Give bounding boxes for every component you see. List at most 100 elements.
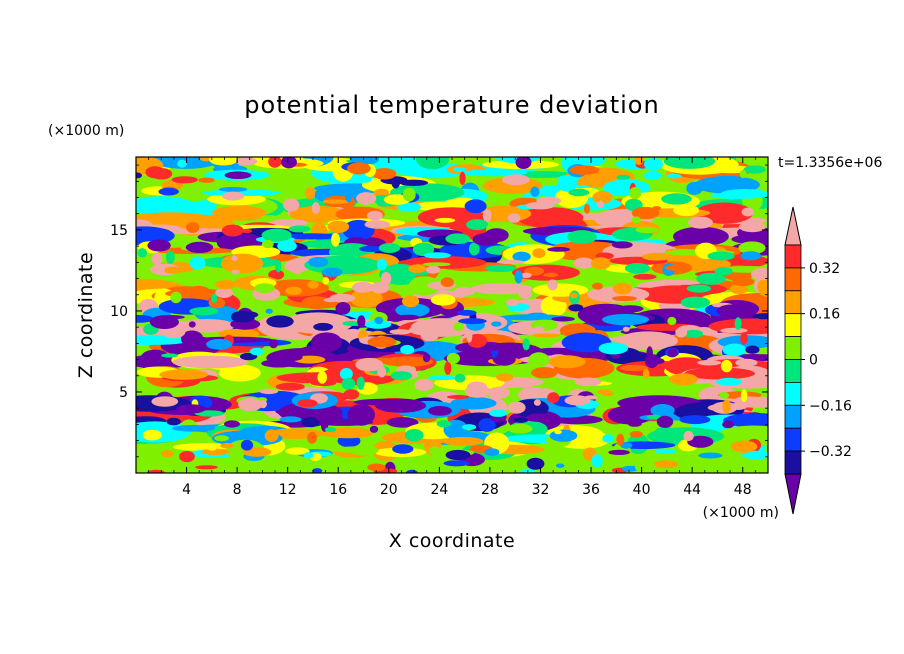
- x-tick-label: 48: [734, 482, 752, 498]
- field-cell: [307, 431, 318, 444]
- field-cell: [249, 347, 264, 356]
- colorbar-segment: [784, 313, 802, 338]
- field-cell: [331, 232, 340, 247]
- field-cell: [491, 321, 502, 327]
- field-cell: [512, 251, 531, 262]
- field-cell: [142, 429, 162, 441]
- field-cell: [307, 280, 319, 289]
- field-cell: [357, 315, 366, 328]
- field-cell: [507, 213, 521, 223]
- field-cell: [224, 420, 240, 428]
- field-cell: [445, 449, 471, 461]
- field-cell: [738, 241, 766, 255]
- field-cell: [612, 282, 632, 295]
- field-cell: [461, 169, 528, 177]
- y-axis-label: Z coordinate: [75, 252, 97, 378]
- field-cell: [547, 392, 560, 404]
- field-cell: [679, 415, 711, 425]
- field-cell: [617, 331, 678, 351]
- field-cell: [532, 333, 561, 338]
- field-cell: [642, 252, 671, 261]
- field-cell: [180, 330, 204, 347]
- field-cell: [718, 392, 730, 399]
- field-cell: [312, 468, 323, 473]
- field-cell: [568, 304, 584, 312]
- field-cell: [464, 199, 487, 214]
- field-cell: [468, 242, 480, 256]
- field-cell: [634, 157, 644, 166]
- field-cell: [707, 251, 735, 261]
- field-cell: [164, 266, 181, 274]
- field-cell: [684, 367, 755, 380]
- field-cell: [652, 206, 662, 211]
- field-cell: [395, 303, 430, 318]
- plot-area: [136, 157, 768, 473]
- field-cell: [730, 440, 758, 453]
- field-cell: [484, 228, 509, 243]
- x-tick-label: 12: [279, 482, 297, 498]
- field-cell: [269, 339, 278, 349]
- field-cell: [322, 277, 330, 285]
- field-cell: [686, 181, 703, 195]
- field-cell: [400, 344, 415, 355]
- field-cell: [416, 157, 450, 170]
- field-cell: [275, 382, 305, 391]
- field-cell: [311, 332, 343, 353]
- field-cell: [568, 188, 590, 197]
- field-cell: [722, 413, 768, 428]
- field-cell: [445, 233, 471, 245]
- field-cell: [198, 177, 215, 183]
- field-cell: [478, 418, 496, 432]
- field-cell: [402, 187, 416, 202]
- field-cell: [506, 298, 519, 307]
- field-cell: [735, 358, 758, 367]
- field-cell: [268, 157, 282, 168]
- field-cell: [335, 302, 351, 315]
- field-cell: [317, 371, 328, 384]
- field-cell: [313, 322, 333, 331]
- field-cell: [343, 389, 360, 400]
- field-cell: [189, 307, 219, 316]
- field-cell: [396, 314, 420, 321]
- field-cell: [742, 219, 764, 231]
- field-cell: [634, 462, 643, 472]
- field-cell: [359, 245, 384, 252]
- field-cell: [691, 315, 707, 320]
- x-tick-label: 32: [532, 482, 550, 498]
- field-cell: [592, 190, 613, 204]
- field-cell: [644, 354, 659, 368]
- field-cell: [687, 216, 713, 229]
- field-cell: [741, 207, 755, 217]
- field-cell: [680, 296, 711, 309]
- colorbar-label: 0.16: [809, 307, 840, 323]
- field-cell: [661, 193, 692, 205]
- field-cell: [160, 450, 174, 458]
- field-cell: [166, 417, 181, 426]
- field-cell: [380, 272, 392, 286]
- y-unit-label: (×1000 m): [48, 123, 124, 139]
- field-cell: [482, 209, 492, 222]
- field-cell: [525, 201, 555, 210]
- field-cell: [364, 220, 391, 229]
- field-cell: [466, 219, 489, 231]
- field-cell: [667, 316, 677, 326]
- field-cell: [714, 267, 733, 276]
- field-cell: [742, 450, 768, 460]
- field-cell: [549, 429, 578, 442]
- field-cell: [602, 313, 649, 326]
- field-cell: [740, 332, 748, 345]
- field-cell: [515, 157, 532, 169]
- field-cell: [443, 460, 470, 467]
- field-cell: [151, 396, 179, 407]
- field-cell: [503, 349, 519, 358]
- field-cell: [466, 329, 473, 343]
- x-axis: 4 8 12 16 20 24 28 32 36 40 44 48: [148, 157, 756, 498]
- field-cell: [734, 317, 742, 330]
- field-cell: [214, 435, 229, 442]
- x-tick-label: 44: [683, 482, 701, 498]
- field-cell: [356, 192, 377, 205]
- field-cell: [238, 398, 263, 412]
- field-cell: [310, 381, 336, 387]
- field-cell: [532, 248, 546, 258]
- field-cell: [453, 322, 465, 331]
